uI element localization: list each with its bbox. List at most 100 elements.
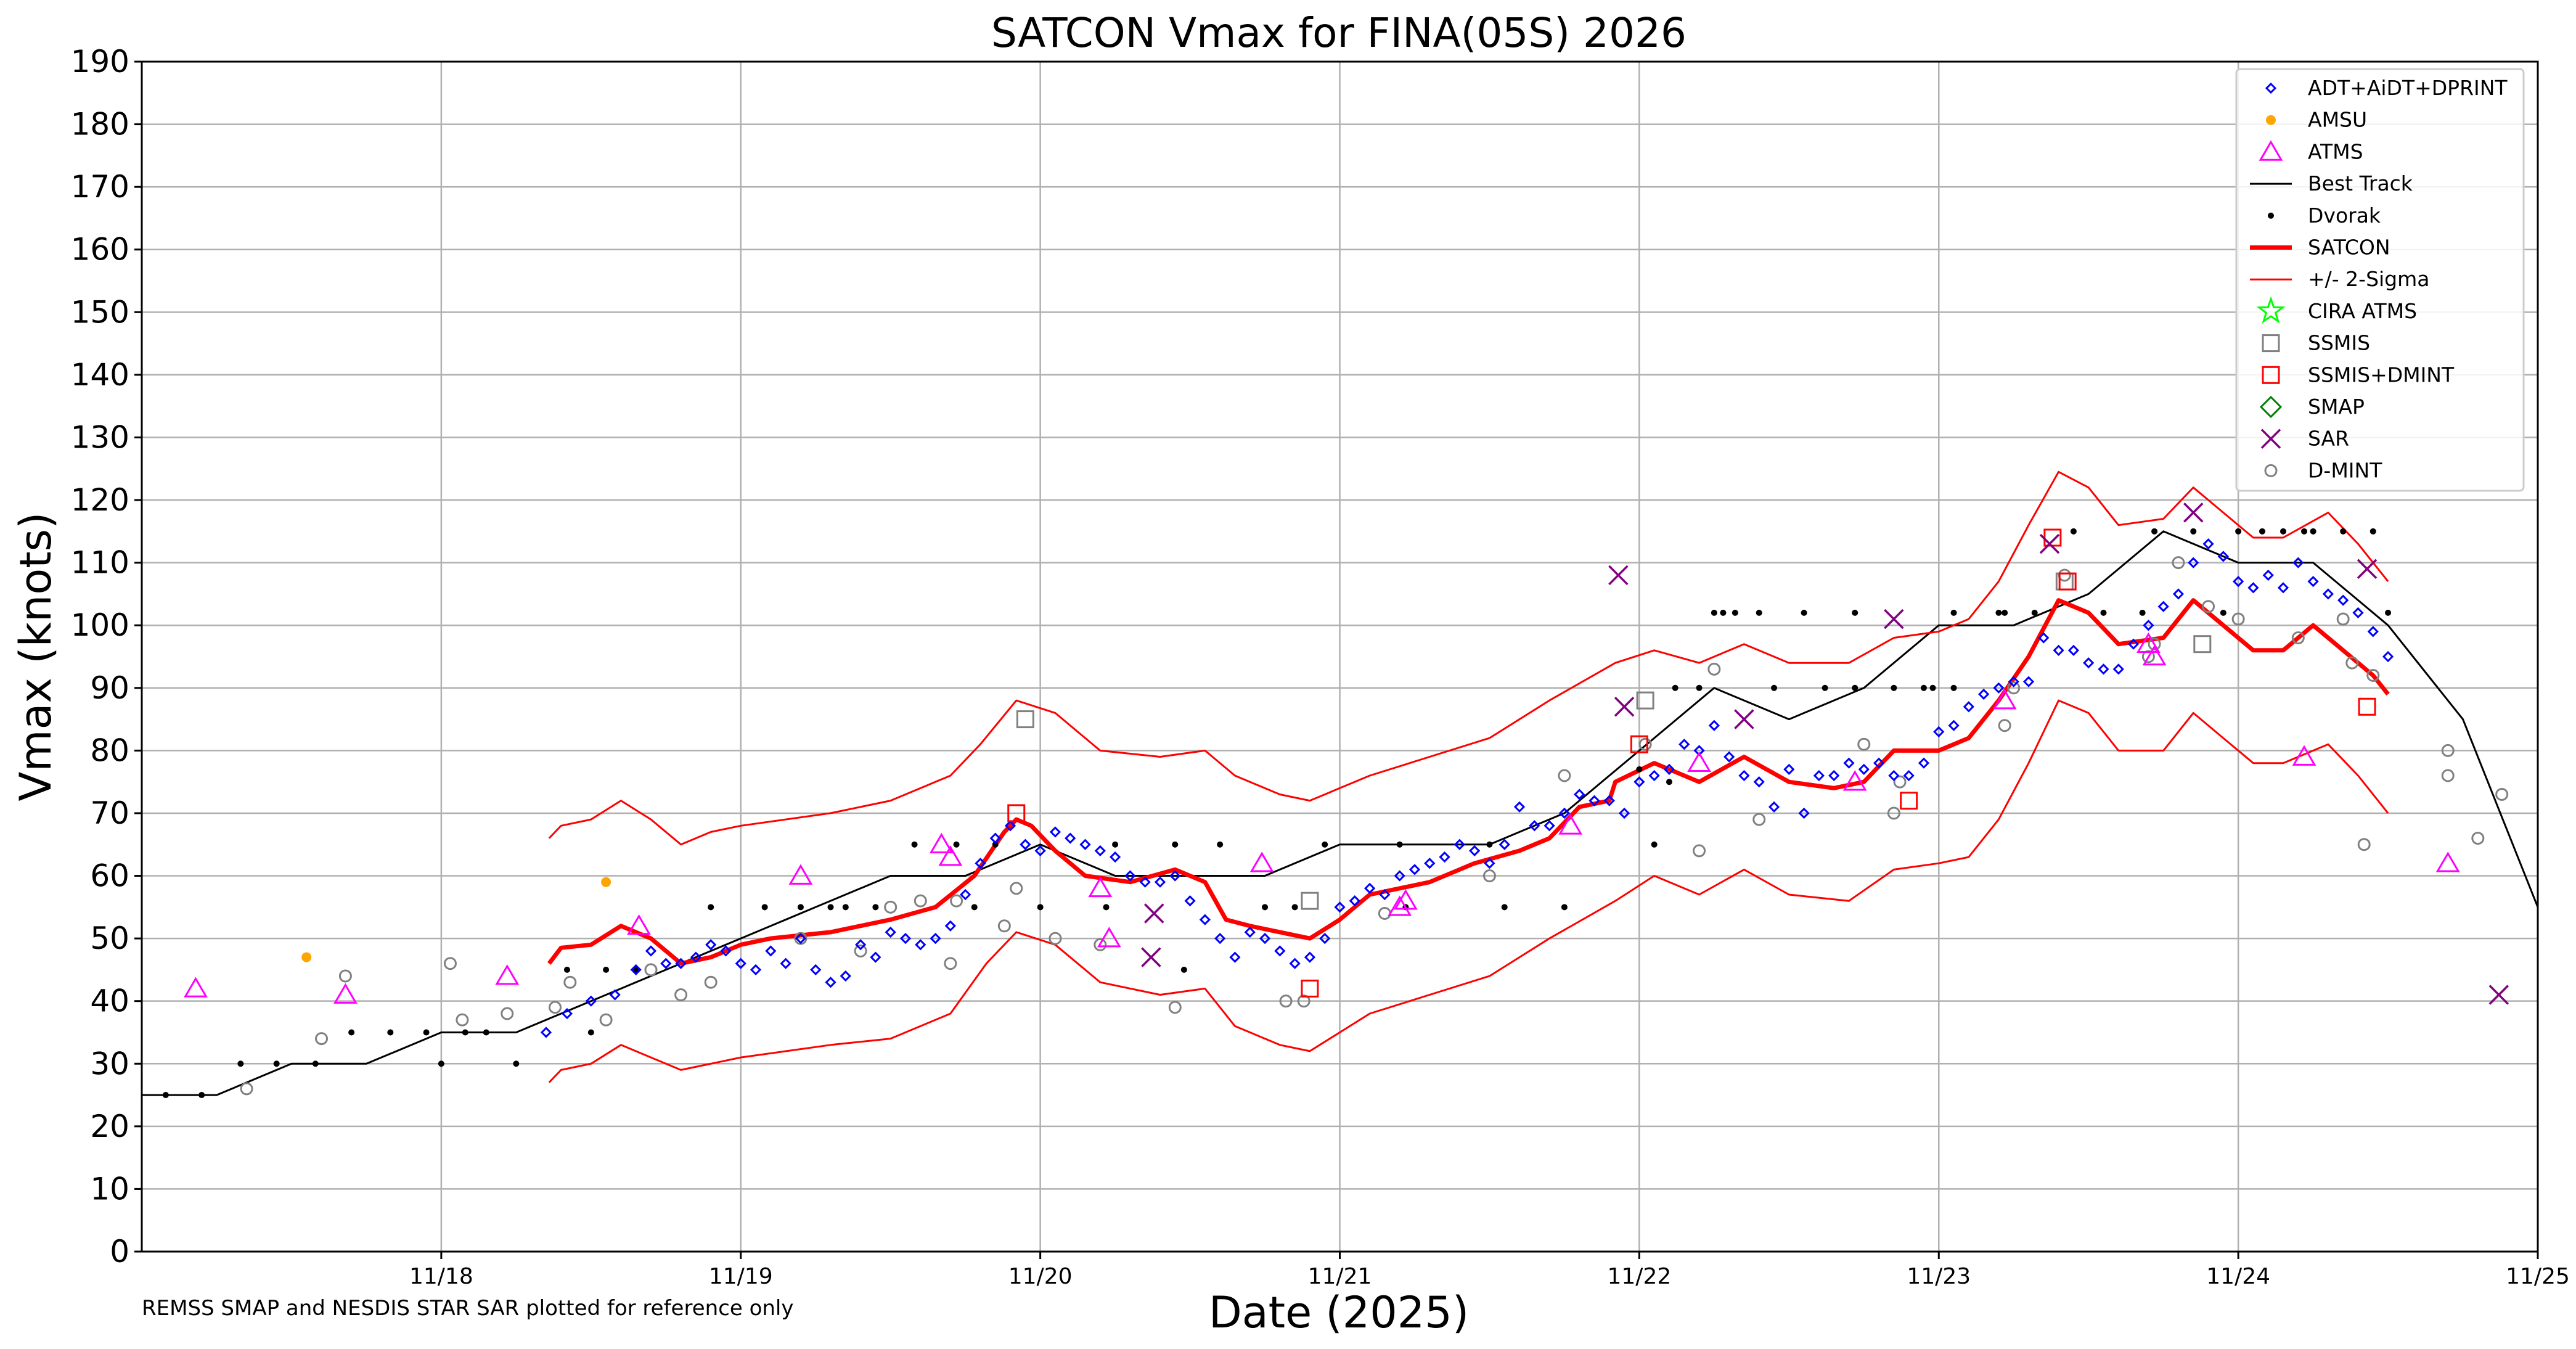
dmint-point	[2291, 631, 2305, 645]
sar-point	[1734, 709, 1754, 729]
x-tick-label: 11/19	[709, 1264, 773, 1289]
dvorak-point	[2340, 528, 2347, 535]
adt-point	[2337, 594, 2349, 606]
dvorak-point	[1486, 841, 1493, 848]
adt-point	[2172, 588, 2185, 600]
adt-point	[1274, 945, 1286, 957]
x-axis-ticks: 11/18 11/19 11/20 11/21 11/22 11/23 11/24 11/25	[409, 1252, 2570, 1289]
y-axis-ticks: 0 10 20 30 40 50 60 70 80 90 100 110 120 130 140 150 160…	[71, 44, 142, 1269]
adt-point	[2127, 638, 2140, 650]
atms-point	[2136, 632, 2161, 653]
dmint-point	[2495, 787, 2509, 801]
adt-point	[2352, 607, 2364, 619]
atms-point	[1388, 895, 1412, 916]
legend-marker	[2256, 296, 2286, 324]
dmint-point	[1857, 737, 1871, 751]
dmint-point	[674, 988, 688, 1002]
adt-point	[1888, 769, 1900, 782]
atms-point	[333, 983, 358, 1004]
dvorak-point	[708, 904, 714, 911]
x-tick-label: 11/20	[1008, 1264, 1073, 1289]
adt-point	[1154, 876, 1166, 888]
legend-label: Best Track	[2308, 171, 2413, 195]
dmint-point	[944, 957, 957, 970]
atms-point	[1992, 689, 2017, 710]
adt-point	[1558, 807, 1571, 819]
series-markers	[162, 502, 2509, 1099]
adt-point	[2143, 620, 2154, 631]
adt-point	[1828, 769, 1840, 782]
atms-point	[1088, 876, 1113, 898]
adt-point	[1963, 701, 1974, 713]
dvorak-point	[1666, 779, 1672, 785]
adt-point	[780, 957, 791, 969]
adt-point	[585, 995, 597, 1007]
legend-label: SMAP	[2308, 395, 2365, 419]
dvorak-point	[1217, 841, 1224, 848]
dvorak-point	[1262, 904, 1269, 911]
y-tick-label: 100	[71, 607, 129, 643]
adt-point	[854, 939, 867, 951]
grid-lines	[142, 60, 2539, 1253]
amsu-point	[301, 952, 312, 962]
adt-point	[795, 932, 807, 945]
dvorak-point	[348, 1029, 355, 1036]
dmint-point	[338, 969, 352, 983]
legend-label: ADT+AiDT+DPRINT	[2308, 76, 2508, 100]
legend-label: SSMIS+DMINT	[2308, 363, 2455, 387]
atms-point	[2435, 851, 2460, 872]
adt-point	[630, 964, 642, 976]
adt-point	[1469, 845, 1481, 857]
legend-marker	[2268, 212, 2274, 219]
adt-point	[2112, 663, 2124, 675]
dvorak-point	[162, 1092, 169, 1099]
dmint-point	[1010, 882, 1023, 895]
dmint-point	[1168, 1001, 1182, 1014]
dmint-point	[315, 1032, 329, 1046]
adt-point	[2382, 650, 2394, 663]
footnote: REMSS SMAP and NESDIS STAR SAR plotted f…	[142, 1296, 794, 1321]
adt-point	[1618, 807, 1630, 819]
y-tick-label: 10	[90, 1171, 129, 1207]
dvorak-point	[312, 1060, 319, 1067]
legend-marker	[2262, 334, 2280, 353]
sar-point	[2488, 985, 2509, 1005]
dmint-point	[704, 975, 718, 989]
adt-point	[1289, 957, 1301, 969]
adt-point	[1424, 858, 1436, 869]
adt-point	[609, 989, 621, 1001]
legend-marker	[2262, 366, 2280, 384]
dvorak-point	[761, 904, 768, 911]
adt-point	[1783, 763, 1795, 775]
dvorak-point	[1771, 684, 1778, 691]
adt-point	[1544, 820, 1555, 832]
dvorak-point	[1852, 684, 1858, 691]
atms-point	[1097, 927, 1121, 948]
dvorak-point	[1950, 684, 1957, 691]
dmint-point	[563, 975, 577, 989]
sar-point	[1144, 903, 1164, 924]
legend: ADT+AiDT+DPRINT AMSU ATMS Best Track Dvorak S…	[2235, 68, 2525, 492]
adt-point	[810, 964, 822, 976]
amsu-point	[601, 877, 611, 887]
adt-point	[1663, 763, 1675, 775]
adt-point	[2233, 575, 2244, 588]
adt-point	[1513, 801, 1526, 813]
dvorak-point	[2280, 528, 2287, 535]
dvorak-point	[2151, 528, 2158, 535]
dmint-point	[2471, 832, 2485, 845]
adt-point	[1199, 914, 1211, 925]
dvorak-point	[513, 1060, 520, 1067]
adt-point	[1723, 751, 1735, 763]
legend-box	[2235, 68, 2525, 492]
adt-point	[645, 945, 657, 957]
x-tick-label: 11/18	[409, 1264, 473, 1289]
sar-point	[2183, 502, 2204, 523]
dmint-point	[1707, 662, 1721, 676]
y-tick-label: 50	[90, 921, 129, 956]
dvorak-point	[2310, 528, 2316, 535]
adt-point	[960, 888, 971, 901]
dvorak-point	[603, 966, 610, 973]
adt-point	[1109, 851, 1121, 863]
